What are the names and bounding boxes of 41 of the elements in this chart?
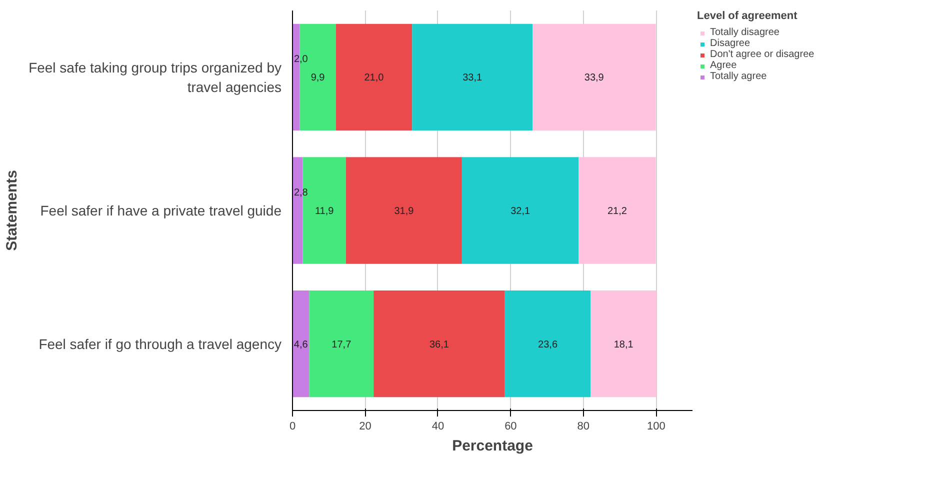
bar [374,290,505,398]
legend-title: Level of agreement [697,10,798,22]
bar [578,157,656,264]
bar [346,157,462,264]
bar [532,24,656,130]
legend-label: Disagree [710,38,750,49]
data-label: 36,1 [429,339,450,350]
data-label: 17,7 [332,339,352,350]
legend-label: Don't agree or disagree [710,49,814,60]
y-axis-title: Statements [4,170,21,251]
data-label: 4,6 [294,339,308,350]
legend-label: Agree [710,60,737,71]
data-label: 32,1 [510,206,530,217]
x-tick-label: 80 [577,420,590,432]
x-tick-label: 60 [504,420,517,432]
data-label: 18,1 [614,339,634,350]
bar [292,290,310,398]
y-tick-label: Feel safe taking group trips organized by travel agencies [28,60,282,95]
data-label: 31,9 [394,206,414,217]
data-label: 9,9 [310,72,326,84]
y-tick-label: Feel safer if go through a travel agency [38,336,282,352]
data-label: 33,9 [584,72,604,84]
legend-label: Totally disagree [710,27,780,38]
bar [336,24,412,130]
legend-label: Totally agree [710,71,767,82]
bar [412,24,532,130]
data-label: 11,9 [314,206,334,217]
x-tick-label: 20 [359,420,372,432]
bar [590,290,656,398]
data-label: 33,1 [462,72,482,84]
data-label: 21,0 [364,72,384,84]
bar [462,157,579,264]
x-tick-label: 100 [646,420,666,432]
x-axis-title: Percentage [452,438,533,454]
bar [309,290,374,398]
data-label: 23,6 [538,339,558,350]
y-tick-label: Feel safer if have a private travel guide [40,202,282,218]
bar [504,290,591,398]
x-tick-label: 40 [432,420,444,432]
data-label: 21,2 [607,206,628,217]
x-tick-label: 0 [289,420,296,432]
